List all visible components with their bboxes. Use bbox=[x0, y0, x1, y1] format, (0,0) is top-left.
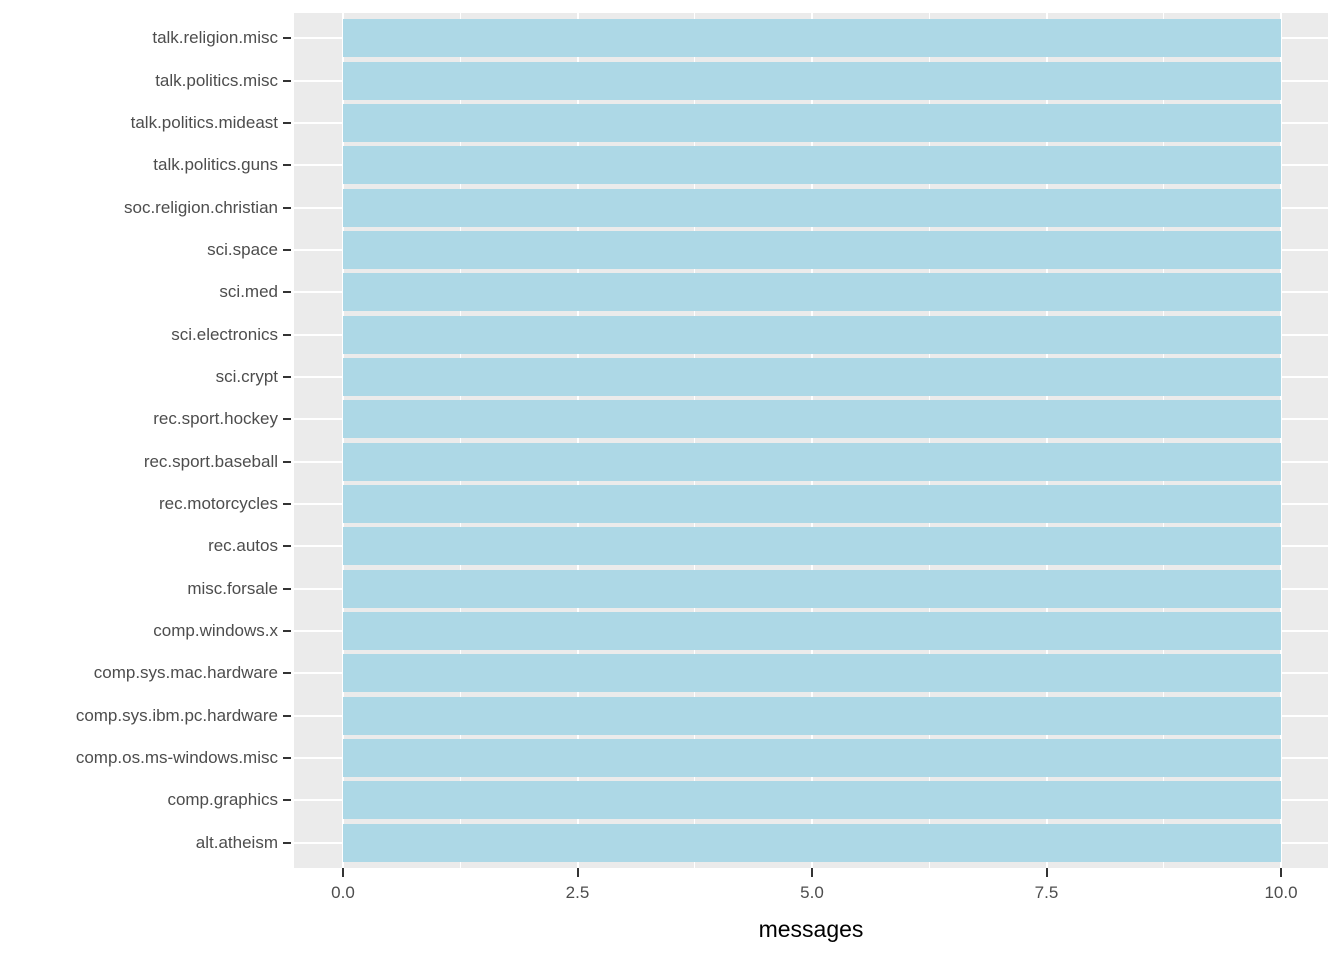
y-tick-mark bbox=[283, 799, 291, 802]
v-gridline-minor bbox=[694, 13, 696, 868]
y-axis-label: talk.politics.guns bbox=[153, 155, 278, 175]
y-tick-mark bbox=[283, 122, 291, 125]
bar bbox=[343, 358, 1281, 397]
y-tick-mark bbox=[283, 672, 291, 675]
x-axis-title: messages bbox=[758, 916, 864, 942]
bar bbox=[343, 188, 1281, 227]
y-axis-label: sci.med bbox=[219, 282, 278, 302]
y-tick-mark bbox=[283, 503, 291, 506]
x-tick-mark bbox=[811, 868, 813, 877]
y-axis-label: soc.religion.christian bbox=[123, 197, 278, 217]
y-tick-mark bbox=[283, 291, 291, 294]
y-axis-label: sci.space bbox=[207, 240, 278, 260]
bar bbox=[343, 146, 1281, 185]
y-axis-label: comp.os.ms-windows.misc bbox=[75, 748, 278, 767]
y-axis-label: misc.forsale bbox=[187, 578, 278, 598]
x-tick-mark bbox=[342, 868, 344, 877]
v-gridline-minor bbox=[1163, 13, 1165, 868]
y-axis-label: alt.atheism bbox=[195, 832, 278, 852]
x-tick-mark bbox=[1280, 868, 1282, 877]
bar bbox=[343, 569, 1281, 608]
bar bbox=[343, 442, 1281, 481]
x-tick-label: 5.0 bbox=[800, 883, 824, 902]
v-gridline-major bbox=[811, 13, 813, 868]
bar bbox=[343, 823, 1281, 862]
y-tick-mark bbox=[283, 249, 291, 252]
v-gridline-minor bbox=[459, 13, 461, 868]
y-tick-mark bbox=[283, 757, 291, 759]
y-axis-label: rec.motorcycles bbox=[158, 494, 278, 514]
y-tick-mark bbox=[283, 376, 291, 379]
y-tick-mark bbox=[283, 714, 291, 717]
x-tick-label: 0.0 bbox=[331, 883, 355, 902]
y-axis-label: comp.windows.x bbox=[153, 621, 278, 641]
y-tick-mark bbox=[283, 630, 291, 633]
bar bbox=[343, 781, 1281, 820]
x-tick-mark bbox=[576, 868, 579, 877]
y-axis-label: comp.graphics bbox=[167, 790, 278, 810]
bar bbox=[343, 61, 1281, 100]
y-tick-mark bbox=[283, 841, 291, 844]
y-axis-label: talk.politics.mideast bbox=[130, 113, 278, 133]
bar bbox=[343, 654, 1281, 693]
bar bbox=[343, 273, 1281, 312]
y-tick-mark bbox=[283, 206, 291, 209]
y-axis-label: talk.religion.misc bbox=[152, 28, 278, 48]
y-tick-mark bbox=[283, 545, 291, 548]
x-tick-mark bbox=[1045, 868, 1048, 877]
y-tick-mark bbox=[283, 418, 291, 421]
v-gridline-major bbox=[1280, 13, 1282, 868]
bar bbox=[343, 400, 1281, 439]
v-gridline-major bbox=[342, 13, 344, 868]
y-axis-label: sci.crypt bbox=[215, 367, 278, 387]
y-tick-mark bbox=[283, 587, 291, 590]
bar bbox=[343, 19, 1281, 58]
bar bbox=[343, 696, 1281, 735]
x-tick-label: 10.0 bbox=[1264, 883, 1298, 902]
plot-panel bbox=[294, 13, 1328, 868]
y-tick-mark bbox=[283, 460, 291, 463]
y-axis-label: rec.sport.baseball bbox=[143, 451, 278, 471]
y-axis-label: rec.sport.hockey bbox=[153, 409, 278, 429]
v-gridline-major bbox=[576, 13, 579, 868]
y-tick-mark bbox=[283, 37, 291, 40]
y-axis-label: comp.sys.ibm.pc.hardware bbox=[75, 705, 278, 725]
y-axis-label: rec.autos bbox=[208, 536, 278, 556]
y-axis-label: sci.electronics bbox=[171, 324, 278, 344]
y-tick-mark bbox=[283, 164, 291, 167]
y-axis-label: comp.sys.mac.hardware bbox=[93, 663, 278, 683]
v-gridline-minor bbox=[928, 13, 930, 868]
bar bbox=[343, 231, 1281, 270]
y-tick-mark bbox=[283, 79, 291, 82]
y-tick-mark bbox=[283, 333, 291, 336]
x-tick-label: 2.5 bbox=[565, 883, 590, 902]
bar bbox=[343, 612, 1281, 651]
y-axis-label: talk.politics.misc bbox=[155, 70, 278, 90]
v-gridline-major bbox=[1045, 13, 1048, 868]
bar bbox=[343, 527, 1281, 566]
bar bbox=[343, 485, 1281, 524]
x-tick-label: 7.5 bbox=[1034, 883, 1059, 902]
bar bbox=[343, 315, 1281, 354]
bar bbox=[343, 104, 1281, 143]
bar bbox=[343, 739, 1281, 777]
